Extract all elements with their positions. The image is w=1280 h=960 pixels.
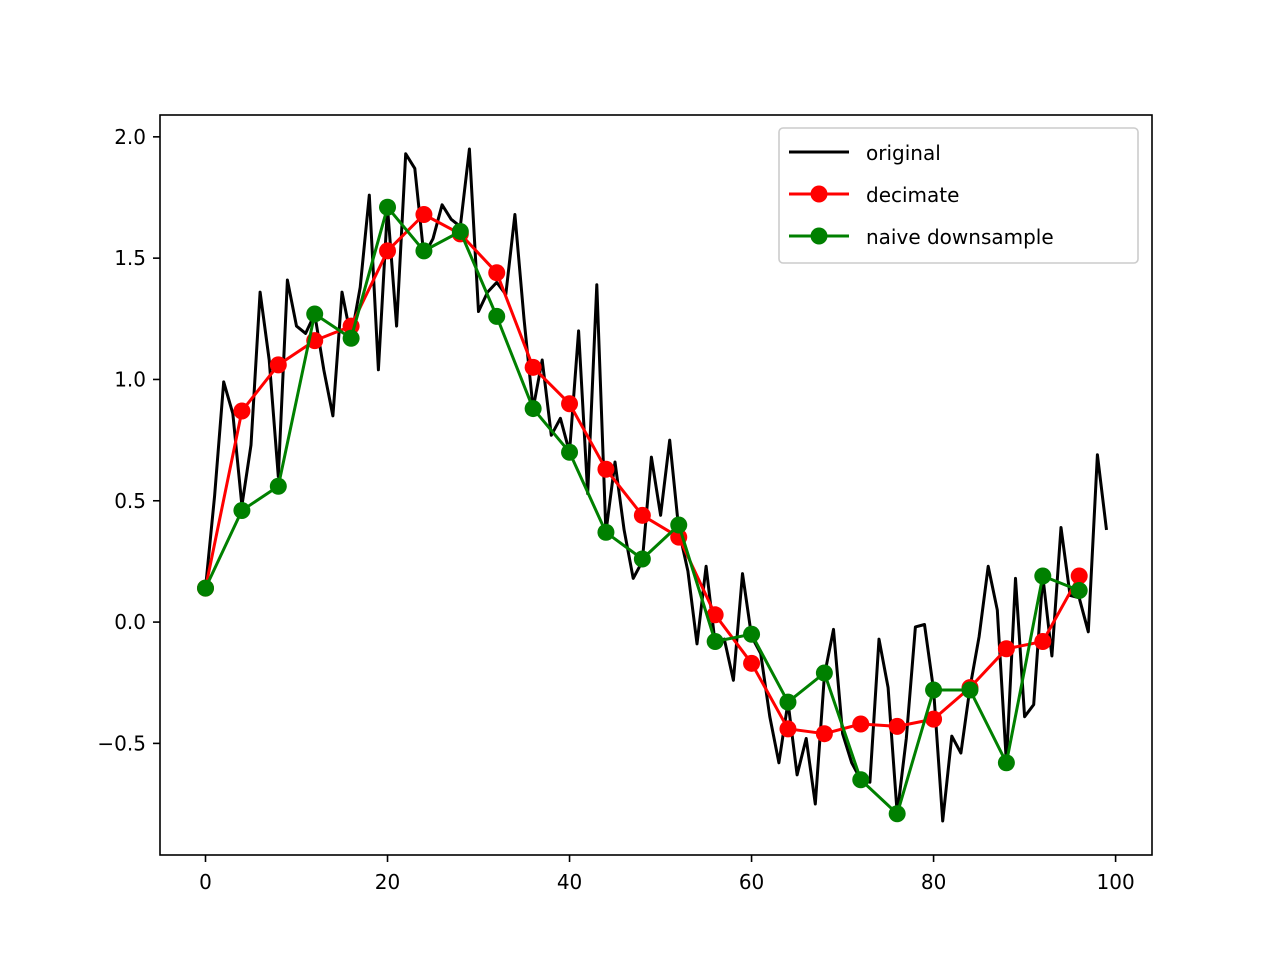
data-point-naive-downsample [925,681,943,699]
data-point-naive-downsample [233,501,251,519]
y-tick-label: 2.0 [114,125,146,149]
data-point-decimate [779,720,797,738]
legend-entry-naive-downsample: naive downsample [789,225,1054,249]
data-point-naive-downsample [852,771,870,789]
data-point-naive-downsample [815,664,833,682]
data-point-naive-downsample [670,516,688,534]
data-point-decimate [1034,632,1052,650]
data-point-naive-downsample [269,477,287,495]
legend: original decimate naive downsample [778,127,1139,264]
legend-marker-naive-downsample [810,227,828,245]
legend-label-naive-downsample: naive downsample [866,225,1054,249]
y-tick-label: 1.0 [114,367,146,391]
x-tick-label: 40 [557,870,582,894]
data-point-naive-downsample [197,579,215,597]
data-point-naive-downsample [524,400,542,418]
data-point-decimate [888,717,906,735]
data-point-decimate [488,264,506,282]
data-point-naive-downsample [342,329,360,347]
data-point-naive-downsample [633,550,651,568]
data-point-decimate [925,710,943,728]
data-point-decimate [997,640,1015,658]
series-line-original [204,147,1108,823]
data-point-naive-downsample [597,523,615,541]
legend-label-decimate: decimate [866,183,959,207]
x-tick-label: 20 [375,870,400,894]
data-point-naive-downsample [743,625,761,643]
y-tick-label: −0.5 [97,731,146,755]
data-point-decimate [1070,567,1088,585]
data-point-naive-downsample [451,222,469,240]
data-point-naive-downsample [488,307,506,325]
data-point-naive-downsample [415,242,433,260]
data-point-decimate [633,506,651,524]
x-tick-label: 60 [739,870,764,894]
data-point-decimate [815,725,833,743]
data-point-naive-downsample [306,305,324,323]
legend-entry-decimate: decimate [789,183,959,207]
y-tick-label: 0.0 [114,610,146,634]
data-point-naive-downsample [1034,567,1052,585]
data-point-naive-downsample [961,681,979,699]
data-point-naive-downsample [997,754,1015,772]
legend-marker-decimate [810,185,828,203]
legend-label-original: original [866,141,941,165]
x-tick-label: 100 [1097,870,1135,894]
data-point-decimate [743,654,761,672]
data-point-decimate [524,358,542,376]
series-layer [197,147,1108,823]
data-point-decimate [561,395,579,413]
plot-area-frame [159,114,1153,856]
data-point-decimate [706,606,724,624]
data-point-decimate [597,460,615,478]
data-point-naive-downsample [706,632,724,650]
data-point-naive-downsample [561,443,579,461]
y-tick-label: 0.5 [114,489,146,513]
legend-entry-original: original [789,141,941,165]
x-tick-label: 0 [199,870,212,894]
x-tick-label: 80 [921,870,946,894]
data-point-decimate [852,715,870,733]
data-point-decimate [379,242,397,260]
y-axis: −0.5 0.0 0.5 1.0 1.5 2.0 [97,125,160,755]
data-point-naive-downsample [779,693,797,711]
data-point-naive-downsample [379,198,397,216]
data-point-naive-downsample [1070,582,1088,600]
x-axis: 0 20 40 60 80 100 [199,855,1135,894]
data-point-decimate [269,356,287,374]
data-point-decimate [415,205,433,223]
legend-box [778,127,1139,264]
data-point-naive-downsample [888,805,906,823]
data-point-decimate [233,402,251,420]
y-tick-label: 1.5 [114,246,146,270]
